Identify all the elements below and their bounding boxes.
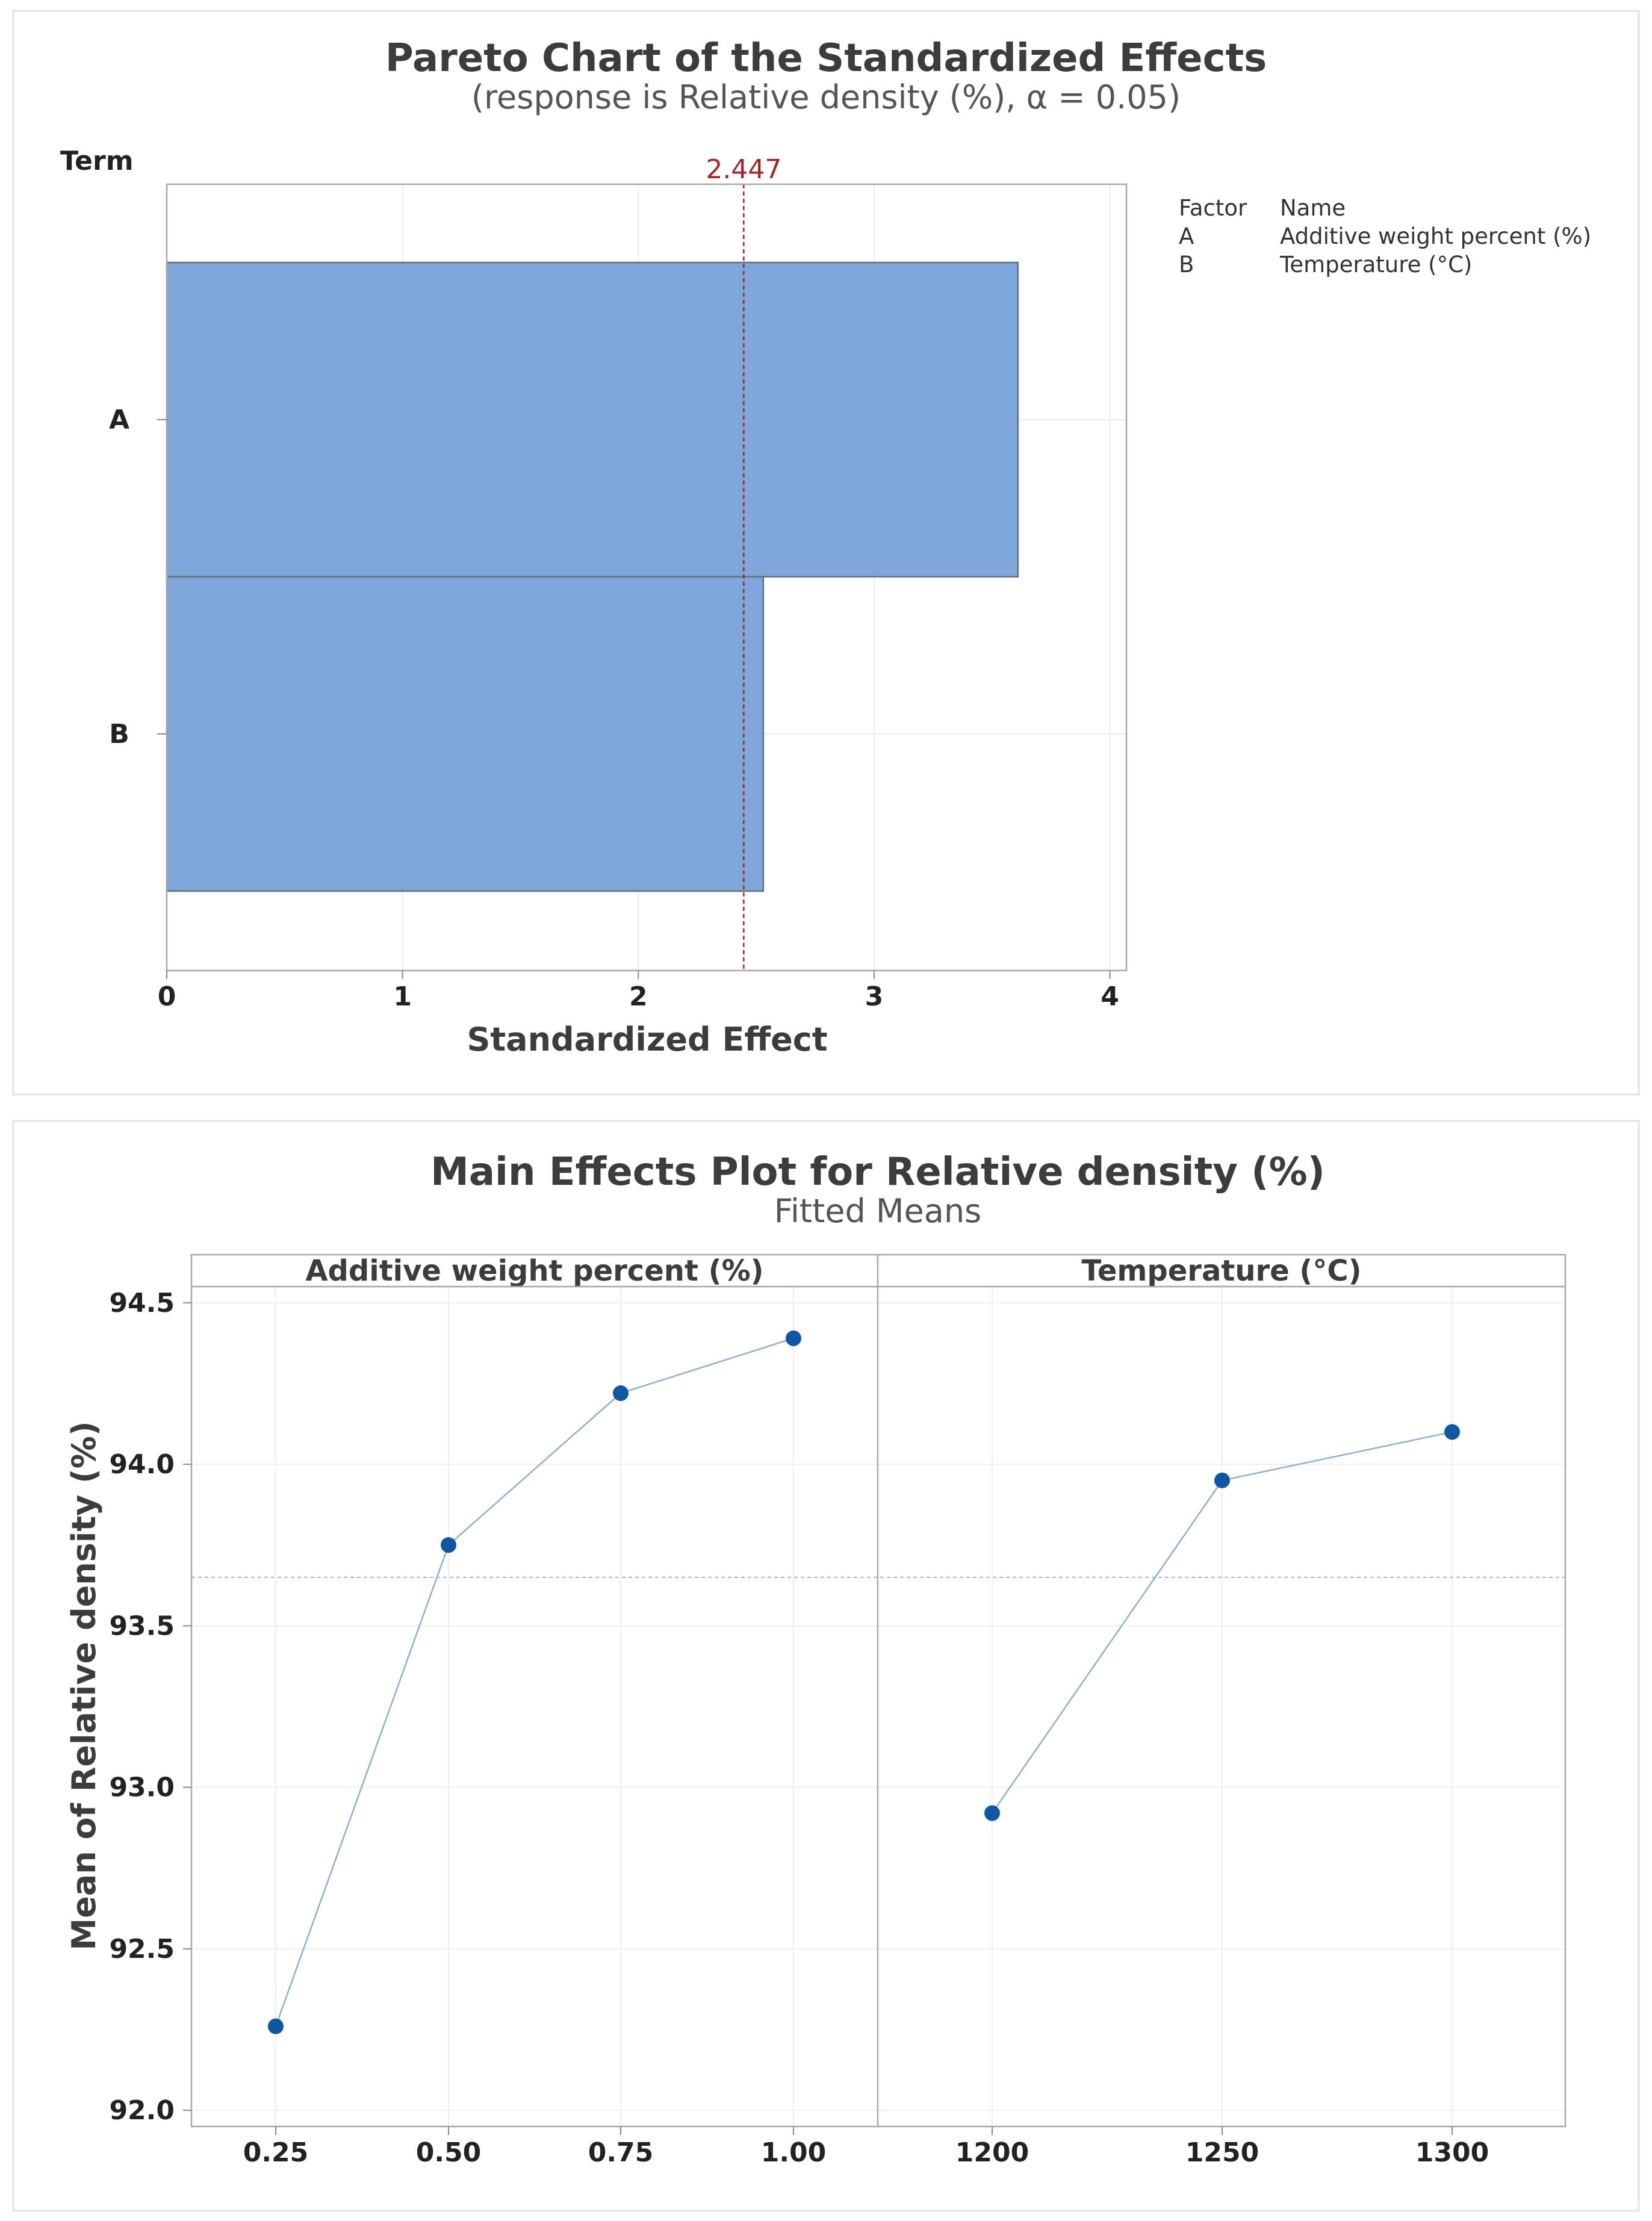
main-effects-y-tick-label: 92.0 <box>109 2095 175 2126</box>
main-effects-y-tick-label: 94.5 <box>109 1288 175 1319</box>
pareto-subtitle: (response is Relative density (%), α = 0… <box>471 78 1181 116</box>
main-effects-point <box>613 1385 629 1402</box>
legend-factor-b: B <box>1179 252 1194 278</box>
pareto-plot-area <box>166 183 1128 972</box>
reference-line-label: 2.447 <box>706 154 781 185</box>
pareto-x-tick-label: 0 <box>158 981 176 1012</box>
main-effects-y-tick-label: 92.5 <box>109 1934 175 1965</box>
legend-name-a: Additive weight percent (%) <box>1280 223 1591 249</box>
pareto-x-tick-label: 2 <box>629 981 648 1012</box>
pareto-title: Pareto Chart of the Standardized Effects <box>385 36 1267 81</box>
main-effects-chart: Main Effects Plot for Relative density (… <box>12 1120 1640 2212</box>
pareto-category-label-b: B <box>109 719 129 750</box>
main-effects-frame <box>12 1120 1640 2212</box>
main-effects-x-tick-label: 0.25 <box>243 2137 309 2168</box>
legend-header-name: Name <box>1280 195 1346 221</box>
pareto-x-tick-label: 4 <box>1101 981 1119 1012</box>
main-effects-subtitle: Fitted Means <box>774 1192 981 1230</box>
pareto-category-ticks: AB <box>109 405 167 750</box>
main-effects-panels: Additive weight percent (%) Temperature … <box>190 1253 1567 2128</box>
legend-factor-a: A <box>1179 223 1194 249</box>
main-effects-point <box>268 2018 284 2034</box>
main-effects-line-panel-0 <box>275 1337 794 2027</box>
main-effects-x-tick-label: 0.75 <box>588 2137 654 2168</box>
main-effects-point <box>1214 1472 1230 1488</box>
main-effects-x-ticks: 0.25 0.50 0.75 1.00 1200 1250 1300 <box>243 2126 1489 2168</box>
pareto-x-tick-label: 3 <box>865 981 884 1012</box>
main-effects-point <box>786 1330 801 1346</box>
legend-header-factor: Factor <box>1179 195 1247 221</box>
panel-header-temperature: Temperature (°C) <box>1081 1254 1361 1288</box>
main-effects-y-ticks: 92.0 92.5 93.0 93.5 94.0 94.5 <box>109 1288 191 2126</box>
main-effects-point <box>984 1805 1000 1821</box>
legend-name-b: Temperature (°C) <box>1279 252 1472 278</box>
pareto-reference-line-group: 2.447 <box>706 154 781 971</box>
main-effects-y-tick-label: 93.0 <box>109 1772 175 1803</box>
main-effects-y-axis-label: Mean of Relative density (%) <box>65 1421 103 1950</box>
main-effects-x-tick-label: 1250 <box>1185 2137 1259 2168</box>
main-effects-y-tick-label: 93.5 <box>109 1611 175 1641</box>
pareto-x-axis-label: Standardized Effect <box>467 1020 827 1058</box>
main-effects-x-tick-label: 1300 <box>1415 2137 1489 2168</box>
pareto-bars <box>166 261 1019 892</box>
pareto-x-tick-label: 1 <box>393 981 412 1012</box>
pareto-x-ticks: 0 1 2 3 4 <box>158 971 1119 1012</box>
pareto-y-axis-label: Term <box>60 146 134 176</box>
pareto-category-label-a: A <box>109 405 129 435</box>
pareto-chart: Pareto Chart of the Standardized Effects… <box>12 10 1640 1096</box>
main-effects-point <box>1444 1424 1460 1440</box>
pareto-bar-a <box>166 261 1019 578</box>
main-effects-x-tick-label: 1200 <box>955 2137 1029 2168</box>
main-effects-point <box>441 1537 456 1553</box>
pareto-frame <box>12 10 1640 1096</box>
main-effects-y-tick-label: 94.0 <box>109 1449 175 1480</box>
pareto-bar-b <box>166 576 765 892</box>
factor-legend: Factor Name A Additive weight percent (%… <box>1179 195 1591 278</box>
main-effects-x-tick-label: 0.50 <box>416 2137 482 2168</box>
main-effects-title: Main Effects Plot for Relative density (… <box>430 1150 1325 1194</box>
main-effects-x-tick-label: 1.00 <box>761 2137 827 2168</box>
main-effects-series <box>268 1330 1460 2034</box>
panel-header-additive: Additive weight percent (%) <box>305 1254 763 1288</box>
